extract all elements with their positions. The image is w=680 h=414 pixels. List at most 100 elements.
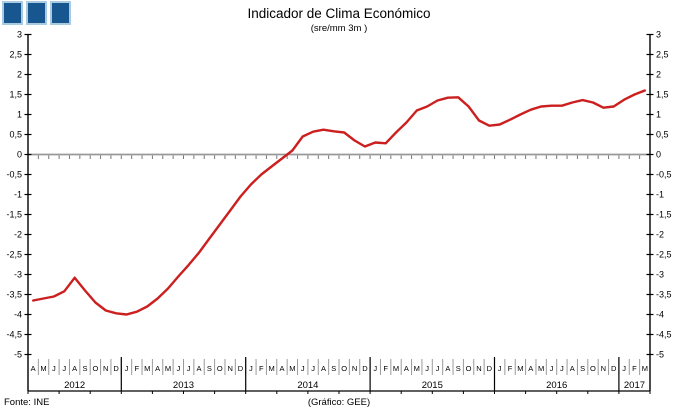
month-label: J <box>560 364 564 373</box>
y-axis-tick-label-right: 2,5 <box>656 50 669 60</box>
year-label: 2012 <box>64 380 85 391</box>
month-label: M <box>40 364 46 373</box>
month-label: S <box>207 364 212 373</box>
chart-subtitle: (sre/mm 3m ) <box>310 23 368 34</box>
month-label: N <box>352 364 357 373</box>
month-label: M <box>268 364 274 373</box>
y-axis-tick-label-left: -4,5 <box>6 330 22 340</box>
month-label: M <box>414 364 420 373</box>
month-label: J <box>622 364 626 373</box>
month-label: N <box>476 364 481 373</box>
month-label: F <box>508 364 513 373</box>
month-label: A <box>197 364 202 373</box>
logo-square-icon <box>26 1 47 25</box>
y-axis-tick-label-left: -0,5 <box>6 170 22 180</box>
month-label: J <box>436 364 440 373</box>
zero-gridline <box>28 153 650 159</box>
y-axis-tick-label-right: -4,5 <box>656 330 672 340</box>
logo-square-icon <box>2 1 23 25</box>
month-label: A <box>570 364 575 373</box>
y-axis-tick-label-right: 0,5 <box>656 130 669 140</box>
y-axis-tick-label-left: -2,5 <box>6 250 22 260</box>
y-axis-tick-label-right: -2 <box>656 230 664 240</box>
y-axis-tick-label-right: -4 <box>656 310 664 320</box>
month-label: A <box>321 364 326 373</box>
y-axis-tick-label-left: 0 <box>17 150 22 160</box>
month-label: S <box>331 364 336 373</box>
month-label: M <box>517 364 523 373</box>
y-axis-tick-label-left: -4 <box>14 310 22 320</box>
year-label: 2016 <box>546 380 567 391</box>
source-label: Fonte: INE <box>4 397 50 408</box>
y-axis-tick-label-right: -3,5 <box>656 290 672 300</box>
month-label: M <box>289 364 295 373</box>
month-label: N <box>227 364 232 373</box>
month-label: F <box>135 364 140 373</box>
y-axis-tick-label-right: -3 <box>656 270 664 280</box>
month-label: M <box>393 364 399 373</box>
month-label: O <box>466 364 472 373</box>
month-label: D <box>487 364 493 373</box>
y-axis-tick-label-left: 3 <box>17 30 22 40</box>
month-label: J <box>52 364 56 373</box>
y-axis-tick-label-left: -5 <box>14 350 22 360</box>
y-axis-tick-label-right: -1,5 <box>656 210 672 220</box>
y-axis-tick-label-left: 2 <box>17 70 22 80</box>
y-axis-tick-label-left: 0,5 <box>9 130 22 140</box>
y-axis-tick-label-right: 0 <box>656 150 661 160</box>
y-axis-tick-label-left: -3 <box>14 270 22 280</box>
y-axis-tick-label-left: 2,5 <box>9 50 22 60</box>
month-label: J <box>373 364 377 373</box>
month-label: N <box>103 364 108 373</box>
y-axis-tick-label-right: 1 <box>656 110 661 120</box>
month-label: M <box>165 364 171 373</box>
month-label: A <box>528 364 533 373</box>
month-label: J <box>62 364 66 373</box>
month-label: M <box>144 364 150 373</box>
month-label: D <box>113 364 119 373</box>
y-axis-tick-label-left: 1 <box>17 110 22 120</box>
month-label: N <box>601 364 606 373</box>
month-label: F <box>632 364 637 373</box>
month-label: M <box>538 364 544 373</box>
month-label: J <box>425 364 429 373</box>
y-axes: 3 3 2,5 2,5 2 2 1,5 1,5 1 1 0,5 0,5 0 0 -0,5 -0,5 -1 -1 -1… <box>6 30 672 391</box>
y-axis-tick-label-left: -1,5 <box>6 210 22 220</box>
y-axis-tick-label-left: -2 <box>14 230 22 240</box>
month-label: A <box>445 364 450 373</box>
month-label: F <box>259 364 264 373</box>
year-label: 2017 <box>624 380 645 391</box>
economic-climate-line <box>32 89 646 316</box>
y-axis-tick-label-right: 1,5 <box>656 90 669 100</box>
month-label: S <box>83 364 88 373</box>
month-label: D <box>611 364 617 373</box>
month-label: A <box>72 364 77 373</box>
month-label: J <box>176 364 180 373</box>
y-axis-tick-label-right: -1 <box>656 190 664 200</box>
month-label: A <box>279 364 284 373</box>
month-label: S <box>580 364 585 373</box>
month-label: J <box>311 364 315 373</box>
month-label: S <box>456 364 461 373</box>
month-label: O <box>341 364 347 373</box>
month-label: J <box>187 364 191 373</box>
credit-label: (Gráfico: GEE) <box>307 397 371 408</box>
month-label: J <box>301 364 305 373</box>
month-label: J <box>498 364 502 373</box>
month-label: A <box>31 364 36 373</box>
month-label: A <box>404 364 409 373</box>
month-label: M <box>642 364 648 373</box>
logo-square-icon <box>50 1 71 25</box>
y-axis-tick-label-left: -3,5 <box>6 290 22 300</box>
month-label: J <box>249 364 253 373</box>
month-label: O <box>92 364 98 373</box>
y-axis-tick-label-right: 3 <box>656 30 661 40</box>
year-label: 2014 <box>297 380 318 391</box>
y-axis-tick-label-right: -2,5 <box>656 250 672 260</box>
month-label: F <box>383 364 388 373</box>
year-label: 2015 <box>422 380 443 391</box>
month-label: J <box>550 364 554 373</box>
month-label: J <box>125 364 129 373</box>
y-axis-tick-label-right: 2 <box>656 70 661 80</box>
